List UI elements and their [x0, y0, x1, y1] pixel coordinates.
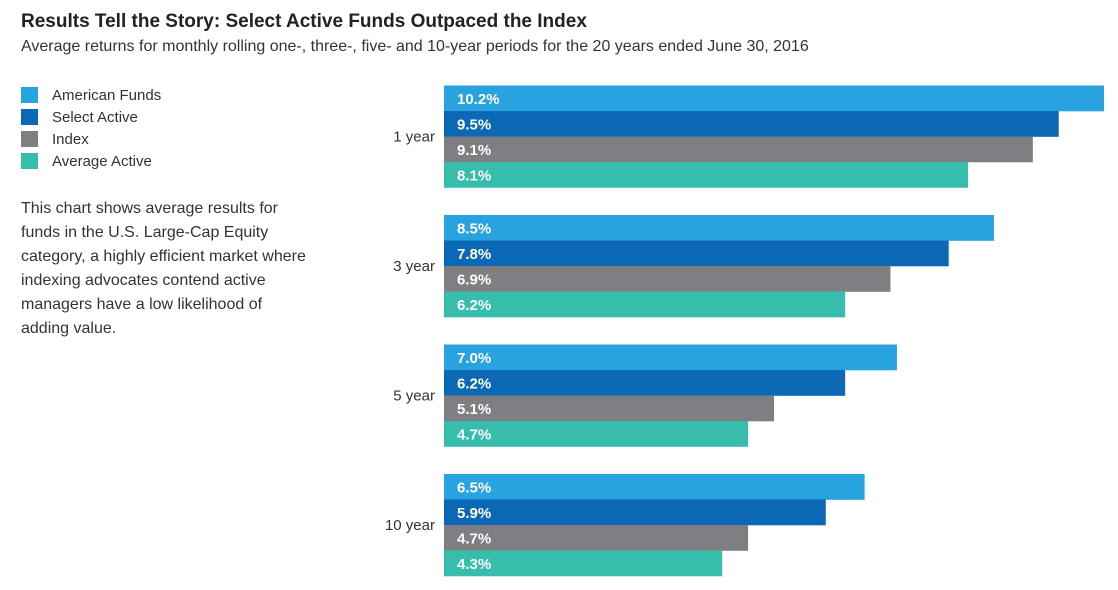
bar-index-5-year: [444, 395, 774, 422]
legend-item-index: Index: [21, 128, 161, 150]
legend-item-american-funds: American Funds: [21, 84, 161, 106]
bar-american-funds-10-year: [444, 474, 865, 500]
bar-select-active-3-year: [444, 240, 949, 267]
bar-label-select-active-1-year: 9.5%: [457, 116, 491, 133]
legend-item-select-active: Select Active: [21, 106, 161, 128]
legend-swatch-american-funds: [21, 87, 38, 103]
category-label-1-year: 1 year: [393, 129, 435, 146]
bar-label-index-5-year: 5.1%: [457, 401, 491, 418]
bar-american-funds-1-year: [444, 85, 1104, 112]
bar-average-active-1-year: [444, 162, 969, 188]
bar-average-active-5-year: [444, 421, 749, 447]
bar-label-index-3-year: 6.9%: [457, 271, 491, 288]
bar-average-active-3-year: [444, 291, 846, 318]
legend-label-select-active: Select Active: [52, 108, 138, 126]
bar-select-active-10-year: [444, 499, 826, 526]
bar-label-index-1-year: 9.1%: [457, 142, 491, 159]
bar-index-10-year: [444, 525, 749, 551]
bar-label-average-active-3-year: 6.2%: [457, 297, 491, 314]
bar-label-american-funds-5-year: 7.0%: [457, 350, 491, 367]
bar-label-select-active-3-year: 7.8%: [457, 246, 491, 263]
legend: American Funds Select Active Index Avera…: [21, 84, 161, 172]
bar-label-average-active-10-year: 4.3%: [457, 556, 491, 573]
bar-select-active-1-year: [444, 111, 1059, 137]
legend-label-american-funds: American Funds: [52, 86, 162, 104]
bar-label-select-active-5-year: 6.2%: [457, 375, 491, 392]
bar-label-average-active-5-year: 4.7%: [457, 426, 491, 443]
category-label-10-year: 10 year: [385, 517, 435, 534]
bar-label-american-funds-10-year: 6.5%: [457, 479, 491, 496]
bar-index-3-year: [444, 266, 891, 292]
chart-title: Results Tell the Story: Select Active Fu…: [21, 11, 587, 32]
category-label-3-year: 3 year: [393, 258, 435, 275]
bar-label-average-active-1-year: 8.1%: [457, 167, 491, 184]
category-label-5-year: 5 year: [393, 388, 435, 405]
bar-label-american-funds-3-year: 8.5%: [457, 220, 491, 237]
legend-item-average-active: Average Active: [21, 150, 161, 172]
chart-subtitle: Average returns for monthly rolling one-…: [21, 38, 809, 55]
bar-label-american-funds-1-year: 10.2%: [457, 91, 500, 108]
legend-swatch-index: [21, 131, 38, 147]
legend-label-index: Index: [52, 130, 89, 148]
bar-american-funds-3-year: [444, 215, 994, 241]
legend-swatch-select-active: [21, 109, 38, 125]
bar-average-active-10-year: [444, 550, 723, 577]
legend-label-average-active: Average Active: [52, 152, 152, 170]
bar-index-1-year: [444, 136, 1033, 163]
chart-note: This chart shows average results for fun…: [21, 200, 306, 337]
bar-american-funds-5-year: [444, 344, 897, 371]
bar-label-select-active-10-year: 5.9%: [457, 505, 491, 522]
bar-label-index-10-year: 4.7%: [457, 530, 491, 547]
bar-select-active-5-year: [444, 370, 846, 396]
legend-swatch-average-active: [21, 153, 38, 169]
